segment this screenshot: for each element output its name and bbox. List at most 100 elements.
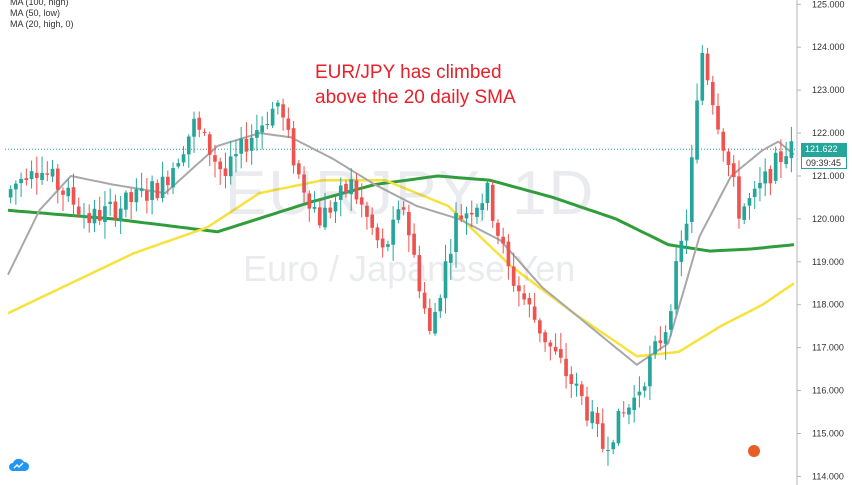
y-tick-label: 118.000: [812, 300, 844, 310]
candle: [270, 101, 275, 129]
legend-ma20[interactable]: MA (20, high, 0): [10, 19, 74, 29]
candle-body: [249, 137, 254, 151]
candle: [464, 206, 469, 235]
candle: [475, 203, 479, 224]
candle-body: [538, 320, 542, 334]
candle-body: [223, 168, 228, 177]
candle: [354, 173, 359, 205]
candle: [595, 407, 600, 437]
candle: [160, 161, 165, 203]
candle: [87, 204, 92, 233]
event-markers[interactable]: [748, 445, 760, 459]
candle: [8, 185, 13, 204]
candle: [407, 204, 411, 253]
candle-body: [365, 205, 369, 217]
candle: [616, 408, 621, 446]
candle-body: [548, 342, 553, 347]
candle: [679, 230, 684, 277]
candle-body: [585, 396, 589, 421]
candle-body: [34, 172, 39, 179]
candle-body: [747, 198, 752, 206]
candle-body: [600, 423, 605, 449]
candle: [139, 172, 144, 198]
candle: [480, 193, 485, 221]
candle: [401, 201, 406, 216]
candle: [443, 244, 448, 314]
candle-body: [260, 125, 264, 133]
candle-layer: [8, 45, 794, 466]
candle-body: [171, 167, 175, 188]
y-tick-label: 119.000: [812, 257, 844, 267]
event-icon[interactable]: [748, 445, 760, 457]
candle-body: [475, 207, 479, 217]
candle: [773, 146, 778, 184]
candle: [349, 168, 354, 211]
candle: [705, 47, 710, 85]
candle: [721, 128, 726, 162]
candle: [260, 116, 264, 150]
candle: [737, 160, 741, 229]
candle: [192, 111, 196, 153]
candle-body: [773, 152, 778, 181]
candle: [747, 193, 752, 220]
legend-ma100[interactable]: MA (100, high): [10, 0, 69, 7]
candle-body: [522, 293, 526, 300]
y-tick-label: 123.000: [812, 85, 845, 95]
legend-ma50[interactable]: MA (50, low): [10, 8, 61, 18]
candle-body: [302, 174, 306, 193]
candle-body: [244, 138, 249, 152]
candle-body: [276, 102, 280, 107]
candle: [239, 126, 244, 169]
candle-body: [427, 308, 432, 331]
candle-body: [705, 53, 710, 81]
candle-body: [312, 206, 317, 209]
candle: [485, 179, 490, 211]
candle-body: [296, 163, 301, 175]
candle: [627, 404, 631, 425]
y-tick-label: 116.000: [812, 386, 844, 396]
candle: [459, 204, 464, 223]
candle-body: [160, 176, 165, 198]
candle: [97, 196, 102, 225]
candle: [501, 227, 506, 254]
candle: [779, 139, 783, 178]
candle: [386, 240, 390, 252]
candle-body: [758, 182, 762, 189]
candle-body: [234, 154, 238, 157]
candle: [317, 199, 322, 229]
candle: [648, 345, 652, 400]
candle-body: [543, 332, 547, 343]
candle: [344, 180, 348, 198]
candle: [34, 156, 39, 195]
candle-body: [459, 215, 464, 220]
watermark-symbol: EURJPY, 1D: [225, 159, 596, 228]
candle: [621, 401, 626, 418]
candle-body: [663, 332, 668, 344]
candle: [197, 111, 202, 138]
candle: [113, 194, 118, 227]
candle: [438, 294, 443, 319]
candle-body: [380, 238, 385, 248]
candle: [448, 239, 453, 281]
candle-body: [448, 253, 453, 263]
candle: [422, 282, 427, 314]
candle: [181, 146, 186, 167]
candle: [558, 332, 563, 364]
candle: [600, 408, 605, 453]
ma20-line: [7, 132, 795, 366]
y-tick-label: 124.000: [812, 42, 845, 52]
candle-body: [61, 190, 65, 195]
candle: [19, 172, 23, 197]
tradingview-cloud-icon[interactable]: [8, 457, 30, 473]
candle: [784, 141, 788, 169]
candle-body: [239, 138, 244, 154]
candle: [742, 203, 747, 224]
y-tick-label: 117.000: [812, 343, 844, 353]
candle: [61, 187, 65, 211]
countdown-tag: 09:39:45: [801, 156, 847, 170]
candle-body: [97, 209, 102, 221]
candle: [454, 202, 458, 268]
candle-body: [71, 187, 76, 205]
candle-body: [218, 161, 223, 170]
